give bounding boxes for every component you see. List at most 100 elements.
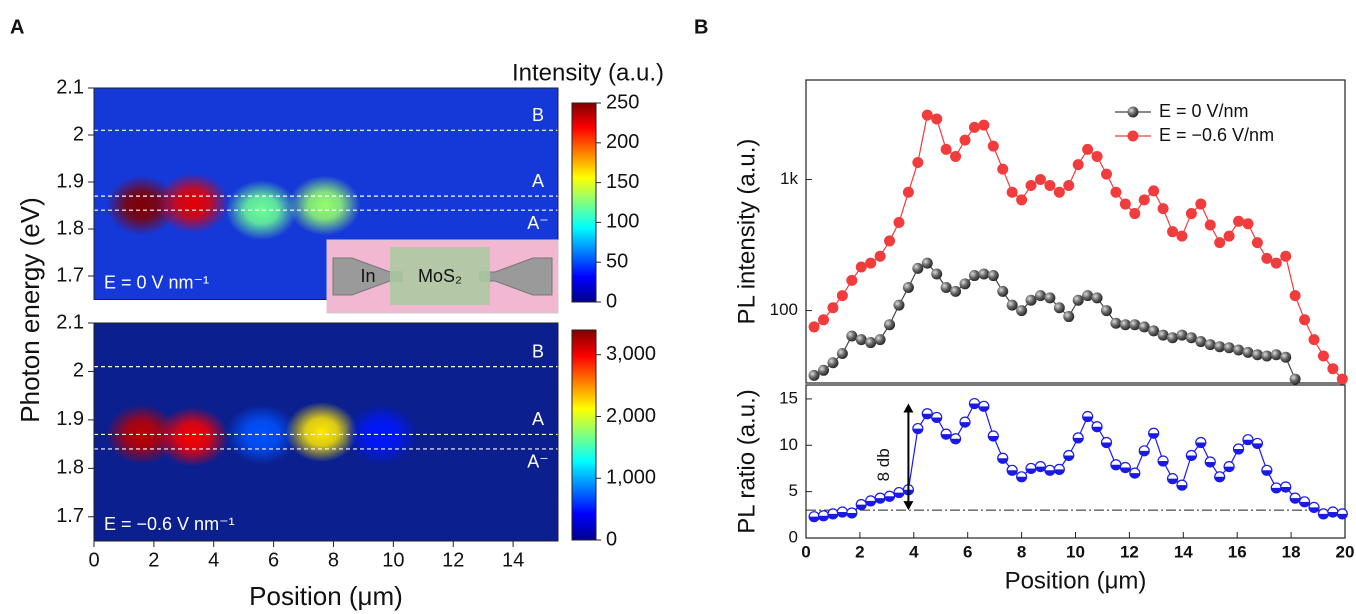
colorbar-tick-label: 0 bbox=[606, 290, 617, 312]
x-tick-label: 12 bbox=[442, 549, 464, 571]
marker bbox=[855, 334, 867, 346]
y-tick-label: 1.7 bbox=[56, 264, 84, 286]
marker bbox=[997, 163, 1009, 175]
marker bbox=[931, 113, 943, 125]
marker-half bbox=[1129, 473, 1140, 479]
marker bbox=[893, 217, 905, 229]
x-tick-label: 2 bbox=[855, 542, 864, 561]
colorbar bbox=[571, 329, 597, 541]
marker-half bbox=[809, 516, 820, 522]
intensity-spot bbox=[285, 402, 358, 462]
marker-half bbox=[827, 513, 838, 519]
marker-half bbox=[875, 498, 886, 504]
marker-half bbox=[856, 504, 867, 510]
marker bbox=[1053, 186, 1065, 198]
marker bbox=[1251, 237, 1263, 249]
marker bbox=[1242, 218, 1254, 230]
plot-frame bbox=[805, 79, 1346, 384]
marker bbox=[836, 348, 848, 360]
marker-half bbox=[1290, 498, 1301, 504]
reference-label: A bbox=[532, 409, 544, 429]
marker-half bbox=[1054, 469, 1065, 475]
marker bbox=[1091, 292, 1103, 304]
marker bbox=[997, 285, 1009, 297]
marker bbox=[874, 334, 886, 346]
marker-half bbox=[1205, 461, 1216, 467]
marker-half bbox=[978, 406, 989, 412]
x-tick-label: 4 bbox=[208, 549, 219, 571]
marker bbox=[1119, 319, 1131, 331]
marker bbox=[921, 257, 933, 269]
marker bbox=[1214, 341, 1226, 353]
marker-half bbox=[912, 428, 923, 434]
y-tick-label: 2 bbox=[73, 360, 84, 382]
marker bbox=[874, 250, 886, 262]
colorbar-tick-label: 200 bbox=[606, 131, 639, 153]
marker-half bbox=[1280, 487, 1291, 492]
marker bbox=[1270, 257, 1282, 269]
marker-half bbox=[950, 438, 961, 444]
marker bbox=[1195, 336, 1207, 348]
marker bbox=[1006, 186, 1018, 198]
marker bbox=[1185, 332, 1197, 344]
marker bbox=[1157, 329, 1169, 341]
marker-half bbox=[1139, 450, 1150, 456]
marker bbox=[1072, 294, 1084, 306]
marker-half bbox=[1007, 470, 1018, 476]
marker-half bbox=[1271, 487, 1282, 493]
marker-half bbox=[1337, 513, 1348, 519]
marker bbox=[978, 268, 990, 280]
marker-half bbox=[1176, 485, 1187, 491]
marker bbox=[1138, 321, 1150, 333]
marker bbox=[1233, 344, 1245, 356]
marker bbox=[1214, 237, 1226, 249]
marker bbox=[1082, 143, 1094, 155]
colorbar-tick-label: 50 bbox=[606, 250, 628, 272]
legend-marker bbox=[1127, 130, 1139, 142]
marker bbox=[950, 150, 962, 162]
marker bbox=[1251, 349, 1263, 361]
marker bbox=[884, 319, 896, 331]
marker bbox=[1289, 290, 1301, 302]
x-tick-label: 14 bbox=[502, 549, 524, 571]
colorbar bbox=[571, 102, 597, 303]
marker bbox=[912, 262, 924, 274]
marker-half bbox=[865, 500, 876, 506]
x-tick-label: 8 bbox=[1017, 542, 1026, 561]
legend-marker bbox=[1127, 106, 1139, 118]
marker bbox=[1261, 252, 1273, 264]
intensity-spot bbox=[156, 406, 229, 467]
intensity-spot bbox=[288, 175, 361, 236]
marker bbox=[827, 302, 839, 314]
marker bbox=[1138, 194, 1150, 206]
marker bbox=[818, 314, 830, 326]
marker bbox=[1223, 342, 1235, 354]
marker bbox=[808, 369, 820, 381]
marker bbox=[1148, 325, 1160, 337]
marker-half bbox=[1158, 461, 1169, 467]
colorbar-label: Intensity (a.u.) bbox=[512, 59, 664, 86]
colorbar-tick-label: 100 bbox=[606, 211, 639, 233]
y-tick-label: 10 bbox=[779, 435, 798, 454]
marker-half bbox=[1318, 513, 1329, 519]
colorbar-tick-label: 1,000 bbox=[606, 467, 656, 489]
marker bbox=[1110, 317, 1122, 329]
marker-half bbox=[1082, 416, 1093, 422]
reference-label: B bbox=[532, 341, 544, 361]
series-line bbox=[813, 114, 1343, 380]
colorbar-tick-label: 3,000 bbox=[606, 343, 656, 365]
reference-label: A⁻ bbox=[527, 213, 549, 233]
x-tick-label: 10 bbox=[1066, 542, 1085, 561]
y-tick-label: 1.7 bbox=[56, 505, 84, 527]
y-tick-label: 1.8 bbox=[56, 457, 84, 479]
marker bbox=[893, 299, 905, 311]
marker bbox=[1336, 373, 1348, 385]
marker bbox=[1185, 208, 1197, 220]
marker bbox=[959, 278, 971, 290]
y-tick-label: 0 bbox=[789, 527, 798, 546]
arrow-label: 8 db bbox=[874, 448, 893, 481]
field-annotation: E = 0 V nm⁻¹ bbox=[104, 272, 209, 292]
y-axis-label: Photon energy (eV) bbox=[15, 197, 45, 422]
marker bbox=[827, 357, 839, 369]
